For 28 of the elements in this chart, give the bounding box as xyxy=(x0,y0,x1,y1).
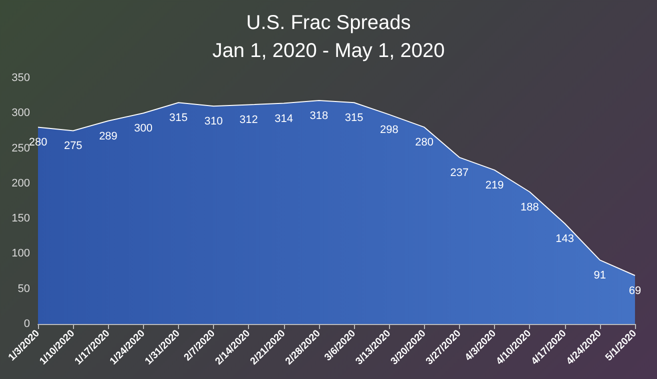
chart-subtitle: Jan 1, 2020 - May 1, 2020 xyxy=(212,40,445,62)
data-label: 143 xyxy=(556,232,574,245)
y-tick-label: 250 xyxy=(12,142,30,154)
data-label: 310 xyxy=(204,116,223,128)
data-label: 69 xyxy=(628,285,642,298)
data-label: 314 xyxy=(274,112,294,125)
data-label: 91 xyxy=(594,270,606,282)
data-label: 289 xyxy=(99,130,118,142)
y-tick-label: 350 xyxy=(12,72,30,84)
y-tick-label: 300 xyxy=(12,107,30,120)
data-label: 275 xyxy=(64,140,82,152)
data-label: 318 xyxy=(310,110,328,122)
y-tick-label: 0 xyxy=(24,318,30,330)
data-label: 237 xyxy=(450,166,469,179)
y-tick-label: 50 xyxy=(18,282,30,295)
data-label: 315 xyxy=(344,112,364,124)
data-label: 300 xyxy=(134,122,153,135)
data-label: 315 xyxy=(169,112,188,124)
y-tick-label: 200 xyxy=(12,177,30,190)
y-tick-label: 150 xyxy=(12,212,30,225)
data-label: 280 xyxy=(415,136,434,149)
chart-title: U.S. Frac Spreads xyxy=(246,12,411,34)
data-label: 312 xyxy=(240,114,258,126)
data-label: 219 xyxy=(485,180,504,192)
data-label: 280 xyxy=(28,136,48,149)
y-tick-label: 100 xyxy=(12,248,30,260)
data-label: 298 xyxy=(380,124,398,136)
data-label: 188 xyxy=(520,201,539,214)
